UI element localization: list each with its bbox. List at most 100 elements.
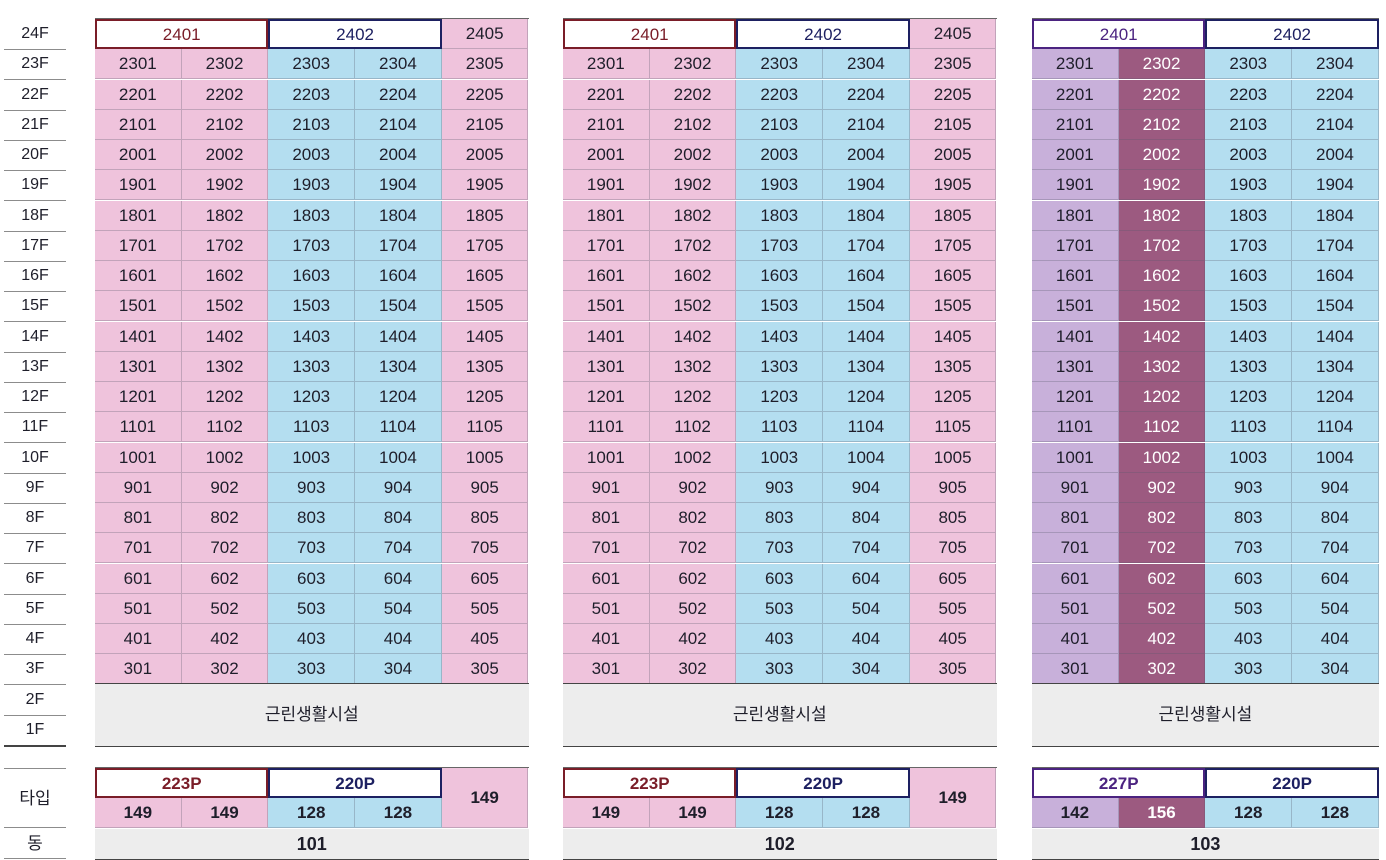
unit-1405[interactable]: 1405 — [909, 321, 997, 352]
unit-1104[interactable]: 1104 — [355, 412, 442, 443]
unit-1801[interactable]: 1801 — [563, 200, 650, 231]
unit-1803[interactable]: 1803 — [736, 200, 824, 231]
unit-1905[interactable]: 1905 — [441, 170, 529, 201]
unit-1901[interactable]: 1901 — [563, 170, 650, 201]
unit-1602[interactable]: 1602 — [1118, 261, 1206, 291]
unit-1603[interactable]: 1603 — [736, 261, 824, 291]
unit-1602[interactable]: 1602 — [649, 261, 737, 291]
unit-1203[interactable]: 1203 — [1205, 382, 1293, 412]
unit-602[interactable]: 602 — [181, 563, 269, 594]
unit-2103[interactable]: 2103 — [1205, 109, 1293, 140]
unit-901[interactable]: 901 — [95, 472, 182, 503]
unit-1301[interactable]: 1301 — [563, 351, 650, 382]
unit-401[interactable]: 401 — [1032, 624, 1119, 654]
unit-1802[interactable]: 1802 — [1118, 200, 1206, 231]
unit-2101[interactable]: 2101 — [563, 109, 650, 140]
unit-402[interactable]: 402 — [181, 624, 269, 654]
unit-1803[interactable]: 1803 — [1205, 200, 1293, 231]
unit-1005[interactable]: 1005 — [909, 442, 997, 473]
unit-1301[interactable]: 1301 — [1032, 351, 1119, 382]
unit-2105[interactable]: 2105 — [441, 109, 529, 140]
unit-1205[interactable]: 1205 — [909, 382, 997, 412]
unit-1304[interactable]: 1304 — [823, 351, 910, 382]
unit-703[interactable]: 703 — [736, 533, 824, 564]
unit-704[interactable]: 704 — [1292, 533, 1379, 564]
unit-1401[interactable]: 1401 — [1032, 321, 1119, 352]
unit-2305[interactable]: 2305 — [909, 49, 997, 80]
unit-1304[interactable]: 1304 — [355, 351, 442, 382]
unit-1701[interactable]: 1701 — [95, 230, 182, 261]
unit-2303[interactable]: 2303 — [1205, 49, 1293, 80]
unit-2303[interactable]: 2303 — [268, 49, 356, 80]
unit-1301[interactable]: 1301 — [95, 351, 182, 382]
unit-805[interactable]: 805 — [909, 503, 997, 533]
unit-505[interactable]: 505 — [441, 593, 529, 624]
unit-2004[interactable]: 2004 — [355, 140, 442, 170]
unit-2001[interactable]: 2001 — [563, 140, 650, 170]
unit-604[interactable]: 604 — [823, 563, 910, 594]
unit-2405[interactable]: 2405 — [909, 19, 997, 49]
unit-1902[interactable]: 1902 — [649, 170, 737, 201]
unit-1004[interactable]: 1004 — [1292, 442, 1379, 473]
unit-1303[interactable]: 1303 — [1205, 351, 1293, 382]
unit-1801[interactable]: 1801 — [95, 200, 182, 231]
unit-2301[interactable]: 2301 — [95, 49, 182, 80]
unit-803[interactable]: 803 — [268, 503, 356, 533]
duplex-unit-2401[interactable]: 2401 — [95, 19, 269, 49]
unit-703[interactable]: 703 — [1205, 533, 1293, 564]
unit-1303[interactable]: 1303 — [736, 351, 824, 382]
unit-2203[interactable]: 2203 — [736, 79, 824, 110]
unit-2301[interactable]: 2301 — [563, 49, 650, 80]
unit-1903[interactable]: 1903 — [736, 170, 824, 201]
unit-403[interactable]: 403 — [268, 624, 356, 654]
duplex-unit-2402[interactable]: 2402 — [1205, 19, 1379, 49]
unit-1504[interactable]: 1504 — [1292, 291, 1379, 322]
unit-1603[interactable]: 1603 — [1205, 261, 1293, 291]
unit-2003[interactable]: 2003 — [1205, 140, 1293, 170]
unit-703[interactable]: 703 — [268, 533, 356, 564]
unit-2101[interactable]: 2101 — [1032, 109, 1119, 140]
unit-905[interactable]: 905 — [909, 472, 997, 503]
unit-1601[interactable]: 1601 — [95, 261, 182, 291]
unit-2203[interactable]: 2203 — [268, 79, 356, 110]
unit-1702[interactable]: 1702 — [649, 230, 737, 261]
unit-1704[interactable]: 1704 — [823, 230, 910, 261]
unit-2202[interactable]: 2202 — [1118, 79, 1206, 110]
unit-1701[interactable]: 1701 — [563, 230, 650, 261]
unit-1004[interactable]: 1004 — [823, 442, 910, 473]
unit-1703[interactable]: 1703 — [268, 230, 356, 261]
unit-302[interactable]: 302 — [649, 654, 737, 685]
unit-1302[interactable]: 1302 — [181, 351, 269, 382]
unit-2003[interactable]: 2003 — [268, 140, 356, 170]
unit-1403[interactable]: 1403 — [1205, 321, 1293, 352]
unit-1703[interactable]: 1703 — [1205, 230, 1293, 261]
unit-1602[interactable]: 1602 — [181, 261, 269, 291]
unit-1605[interactable]: 1605 — [441, 261, 529, 291]
unit-1804[interactable]: 1804 — [1292, 200, 1379, 231]
unit-1504[interactable]: 1504 — [823, 291, 910, 322]
unit-1802[interactable]: 1802 — [181, 200, 269, 231]
unit-1703[interactable]: 1703 — [736, 230, 824, 261]
unit-2302[interactable]: 2302 — [181, 49, 269, 80]
unit-503[interactable]: 503 — [736, 593, 824, 624]
unit-2405[interactable]: 2405 — [441, 19, 529, 49]
unit-401[interactable]: 401 — [95, 624, 182, 654]
unit-801[interactable]: 801 — [1032, 503, 1119, 533]
unit-404[interactable]: 404 — [823, 624, 910, 654]
unit-2002[interactable]: 2002 — [649, 140, 737, 170]
unit-803[interactable]: 803 — [1205, 503, 1293, 533]
unit-2304[interactable]: 2304 — [823, 49, 910, 80]
unit-1404[interactable]: 1404 — [1292, 321, 1379, 352]
duplex-unit-2402[interactable]: 2402 — [736, 19, 910, 49]
unit-1805[interactable]: 1805 — [441, 200, 529, 231]
unit-901[interactable]: 901 — [563, 472, 650, 503]
unit-502[interactable]: 502 — [649, 593, 737, 624]
unit-704[interactable]: 704 — [823, 533, 910, 564]
unit-901[interactable]: 901 — [1032, 472, 1119, 503]
unit-1001[interactable]: 1001 — [1032, 442, 1119, 473]
unit-404[interactable]: 404 — [1292, 624, 1379, 654]
unit-704[interactable]: 704 — [355, 533, 442, 564]
unit-1205[interactable]: 1205 — [441, 382, 529, 412]
unit-2103[interactable]: 2103 — [268, 109, 356, 140]
unit-1702[interactable]: 1702 — [181, 230, 269, 261]
